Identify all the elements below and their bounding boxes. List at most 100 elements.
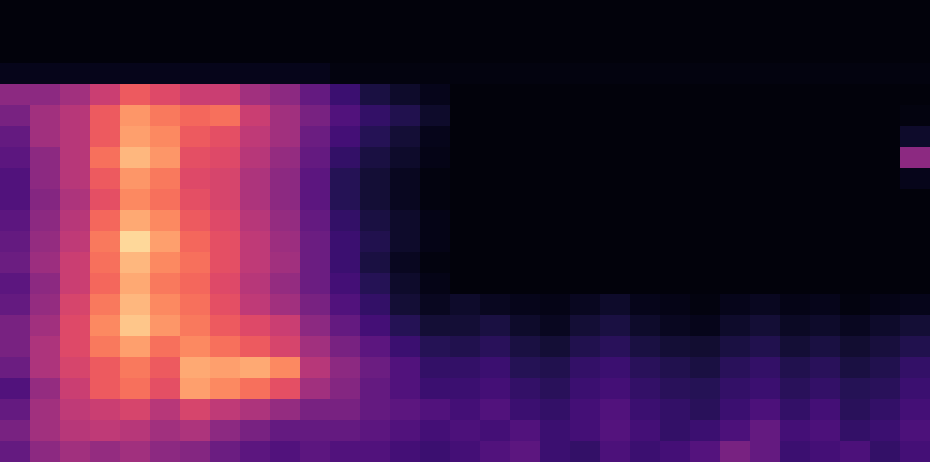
cell	[60, 105, 91, 127]
cell	[780, 210, 811, 232]
cell	[870, 420, 901, 442]
cell	[780, 357, 811, 379]
cell	[570, 273, 601, 295]
cell	[630, 189, 661, 211]
cell	[810, 441, 841, 462]
cell	[0, 210, 31, 232]
cell	[270, 126, 301, 148]
cell	[600, 294, 631, 316]
cell	[300, 357, 331, 379]
cell	[690, 0, 721, 22]
cell	[360, 336, 391, 358]
cell	[300, 147, 331, 169]
cell	[540, 294, 571, 316]
cell	[420, 357, 451, 379]
cell	[420, 420, 451, 442]
cell	[510, 441, 541, 462]
cell	[570, 210, 601, 232]
cell	[690, 420, 721, 442]
cell	[270, 42, 301, 64]
cell	[390, 399, 421, 421]
cell	[810, 336, 841, 358]
cell	[750, 147, 781, 169]
cell	[180, 378, 211, 400]
cell	[450, 42, 481, 64]
cell	[30, 357, 61, 379]
cell	[900, 189, 930, 211]
cell	[390, 84, 421, 106]
cell	[600, 126, 631, 148]
cell	[810, 378, 841, 400]
cell	[360, 0, 391, 22]
cell	[480, 63, 511, 85]
cell	[510, 0, 541, 22]
cell	[540, 0, 571, 22]
cell	[750, 105, 781, 127]
cell	[30, 147, 61, 169]
cell	[840, 126, 871, 148]
cell	[120, 189, 151, 211]
cell	[390, 168, 421, 190]
cell	[630, 168, 661, 190]
cell	[630, 336, 661, 358]
cell	[330, 147, 361, 169]
cell	[270, 336, 301, 358]
cell	[780, 84, 811, 106]
cell	[630, 273, 661, 295]
cell	[720, 189, 751, 211]
cell	[450, 105, 481, 127]
cell	[870, 126, 901, 148]
cell	[30, 0, 61, 22]
cell	[120, 126, 151, 148]
cell	[540, 420, 571, 442]
cell	[210, 42, 241, 64]
cell	[840, 63, 871, 85]
cell	[390, 273, 421, 295]
cell	[630, 378, 661, 400]
cell	[0, 147, 31, 169]
cell	[510, 21, 541, 43]
cell	[0, 105, 31, 127]
cell	[810, 231, 841, 253]
cell	[510, 231, 541, 253]
cell	[210, 231, 241, 253]
cell	[870, 315, 901, 337]
cell	[300, 210, 331, 232]
cell	[300, 273, 331, 295]
cell	[90, 336, 121, 358]
cell	[750, 315, 781, 337]
cell	[540, 441, 571, 462]
cell	[810, 357, 841, 379]
cell	[810, 273, 841, 295]
cell	[660, 315, 691, 337]
cell	[570, 105, 601, 127]
cell	[420, 21, 451, 43]
cell	[450, 168, 481, 190]
cell	[420, 42, 451, 64]
cell	[150, 126, 181, 148]
cell	[360, 315, 391, 337]
cell	[690, 189, 721, 211]
cell	[450, 420, 481, 442]
cell	[60, 231, 91, 253]
cell	[30, 441, 61, 462]
cell	[750, 336, 781, 358]
cell	[60, 210, 91, 232]
cell	[750, 441, 781, 462]
cell	[810, 147, 841, 169]
cell	[240, 399, 271, 421]
cell	[90, 105, 121, 127]
cell	[720, 378, 751, 400]
cell	[240, 378, 271, 400]
cell	[570, 147, 601, 169]
cell	[390, 231, 421, 253]
cell	[720, 399, 751, 421]
cell	[870, 231, 901, 253]
cell	[780, 336, 811, 358]
cell	[750, 231, 781, 253]
cell	[240, 336, 271, 358]
cell	[0, 252, 31, 274]
cell	[150, 210, 181, 232]
cell	[120, 378, 151, 400]
cell	[840, 231, 871, 253]
